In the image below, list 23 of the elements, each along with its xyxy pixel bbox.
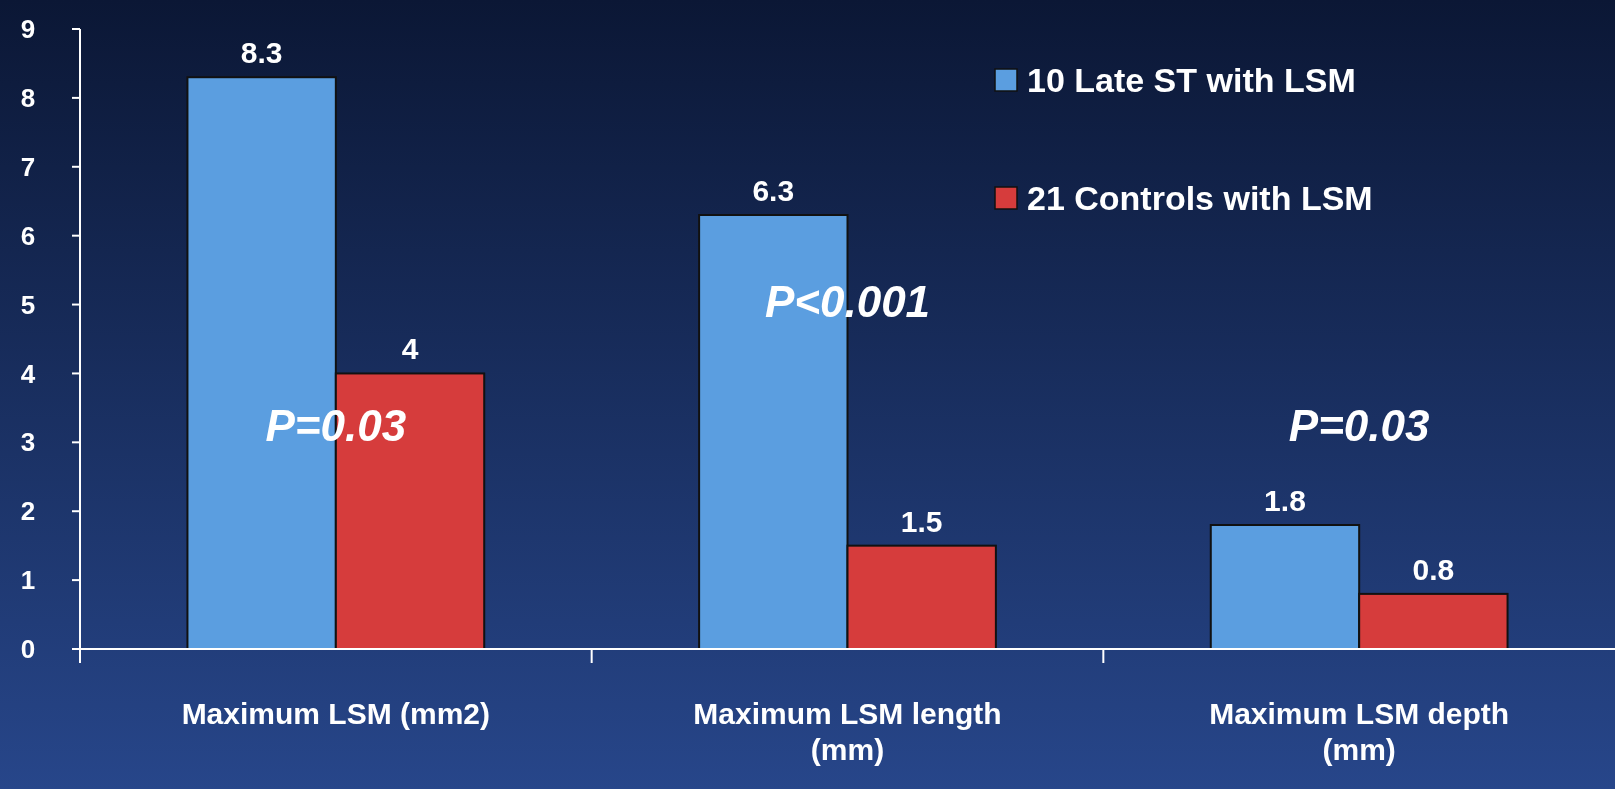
- data-label: 1.8: [1264, 484, 1306, 517]
- data-label: 1.5: [900, 504, 943, 538]
- data-label: 8.3: [240, 36, 283, 70]
- data-label: 6.3: [752, 174, 795, 207]
- y-tick-label: 7: [20, 151, 36, 182]
- annotation: P=0.03: [265, 401, 407, 451]
- x-tick-label: Maximum LSM length (mm): [693, 697, 1002, 766]
- y-tick-label: 1: [20, 565, 36, 596]
- data-label: 4: [401, 332, 419, 366]
- legend-label: 21 Controls with LSM: [1027, 178, 1373, 217]
- y-tick-label: 9: [20, 14, 36, 45]
- data-label: 0.8: [1412, 552, 1455, 586]
- x-tick-label: Maximum LSM depth (mm): [1209, 697, 1510, 766]
- y-tick-label: 5: [20, 289, 36, 320]
- annotation: P=0.03: [1288, 401, 1430, 451]
- y-tick-label: 8: [20, 82, 36, 113]
- legend-label: 10 Late ST with LSM: [1027, 60, 1356, 99]
- y-tick-label: 4: [20, 358, 36, 389]
- y-tick-label: 0: [20, 634, 36, 665]
- y-tick-label: 3: [20, 427, 36, 458]
- y-tick-label: 6: [20, 220, 36, 251]
- y-tick-label: 2: [20, 496, 36, 527]
- x-tick-label: Maximum LSM (mm2): [181, 697, 491, 730]
